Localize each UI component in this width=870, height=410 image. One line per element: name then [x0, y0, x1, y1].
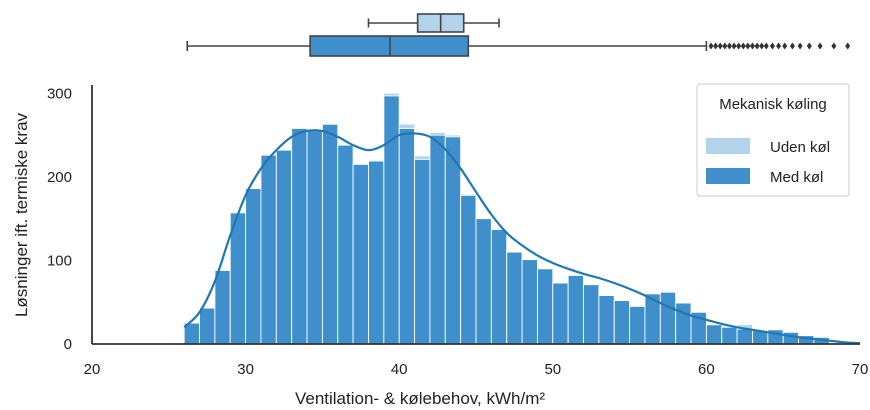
- bar-uden-kol-44: [460, 194, 477, 196]
- kde-curve-layer: [183, 129, 861, 345]
- box-outlier-med-kol-10: [754, 42, 760, 50]
- bar-uden-kol-38: [368, 159, 385, 162]
- box-outlier-med-kol-6: [736, 42, 742, 50]
- bar-med-kol-44: [460, 194, 477, 345]
- y-axis-label: Løsninger ift. termiske krav: [12, 112, 31, 317]
- bar-med-kol-62: [736, 328, 753, 345]
- legend-label-uden-kol: Uden køl: [770, 139, 830, 156]
- bar-med-kol-29: [229, 212, 247, 345]
- bar-med-kol-50: [552, 282, 569, 345]
- boxplot-panel: [186, 13, 851, 57]
- x-axis-label: Ventilation- & kølebehov, kWh/m²: [295, 389, 545, 408]
- bar-med-kol-43: [444, 136, 462, 345]
- bar-med-kol-60: [705, 324, 723, 345]
- bar-med-kol-49: [536, 268, 554, 345]
- y-tick-label-200: 200: [47, 169, 72, 186]
- bar-uden-kol-43: [444, 134, 461, 138]
- bar-med-kol-61: [721, 326, 738, 345]
- box-outlier-med-kol-19: [817, 42, 823, 50]
- bar-med-kol-41: [414, 158, 431, 345]
- bar-uden-kol-39: [383, 93, 400, 97]
- bar-med-kol-65: [782, 331, 800, 345]
- bar-med-kol-38: [368, 160, 385, 345]
- bar-med-kol-57: [659, 291, 677, 345]
- kde-line-med-kol: [183, 129, 861, 345]
- bar-med-kol-51: [567, 275, 584, 345]
- bar-med-kol-35: [321, 123, 339, 345]
- bar-med-kol-27: [199, 307, 216, 345]
- box-outlier-med-kol-14: [776, 42, 782, 50]
- y-tick-label-0: 0: [64, 336, 72, 353]
- bar-med-kol-33: [291, 127, 308, 345]
- bar-med-kol-58: [675, 302, 692, 345]
- bar-med-kol-48: [521, 259, 538, 345]
- bar-med-kol-28: [214, 270, 231, 345]
- x-tick-label-20: 20: [84, 361, 101, 378]
- x-tick-label-60: 60: [698, 361, 715, 378]
- bar-uden-kol-40: [398, 123, 415, 129]
- bar-med-kol-46: [490, 229, 508, 345]
- legend-title: Mekanisk køling: [719, 96, 827, 113]
- box-outlier-med-kol-20: [831, 42, 837, 50]
- legend-swatch-uden-kol: [706, 138, 750, 154]
- y-tick-label-300: 300: [47, 85, 72, 102]
- bar-med-kol-34: [306, 130, 323, 345]
- box-outlier-med-kol-21: [845, 42, 851, 50]
- legend-swatch-med-kol: [706, 168, 750, 184]
- histogram-bars: [183, 93, 830, 345]
- bar-med-kol-39: [383, 95, 400, 345]
- bar-med-kol-32: [275, 149, 293, 345]
- bar-med-kol-36: [337, 144, 354, 345]
- box-outlier-med-kol-5: [731, 42, 737, 50]
- box-outlier-med-kol-15: [782, 42, 788, 50]
- x-tick-label-30: 30: [237, 361, 254, 378]
- box-outlier-med-kol-12: [763, 42, 769, 50]
- y-tick-label-100: 100: [47, 252, 72, 269]
- bar-med-kol-53: [598, 295, 615, 345]
- box-outlier-med-kol-3: [722, 42, 728, 50]
- box-outlier-med-kol-7: [740, 42, 746, 50]
- legend: Mekanisk køling Uden køl Med køl: [696, 83, 850, 197]
- box-outlier-med-kol-9: [749, 42, 755, 50]
- box-outlier-med-kol-13: [769, 42, 775, 50]
- bar-med-kol-30: [245, 188, 262, 345]
- bar-med-kol-40: [398, 127, 416, 345]
- box-outlier-med-kol-11: [759, 42, 765, 50]
- box-outlier-med-kol-17: [797, 42, 803, 50]
- bar-uden-kol-42: [429, 132, 446, 136]
- tick-labels: 20 30 40 50 60 70 0 100 200 300: [47, 85, 868, 378]
- bar-med-kol-31: [260, 154, 277, 345]
- box-outlier-med-kol-2: [717, 42, 723, 50]
- bar-uden-kol-41: [414, 155, 431, 160]
- x-tick-label-50: 50: [544, 361, 561, 378]
- box-outlier-med-kol-0: [708, 42, 714, 50]
- x-tick-label-70: 70: [852, 361, 869, 378]
- x-tick-label-40: 40: [391, 361, 408, 378]
- axes: [91, 85, 860, 345]
- bar-med-kol-52: [583, 284, 600, 345]
- bar-med-kol-37: [352, 163, 369, 345]
- bar-med-kol-55: [629, 305, 646, 345]
- bar-med-kol-45: [475, 218, 492, 345]
- legend-label-med-kol: Med køl: [770, 169, 823, 186]
- box-outlier-med-kol-1: [713, 42, 719, 50]
- box-outlier-med-kol-16: [789, 42, 795, 50]
- bar-med-kol-54: [613, 300, 631, 345]
- box-outlier-med-kol-18: [806, 42, 812, 50]
- bar-med-kol-47: [506, 251, 523, 345]
- box-outlier-med-kol-4: [726, 42, 732, 50]
- box-outlier-med-kol-8: [745, 42, 751, 50]
- bar-med-kol-42: [429, 134, 446, 345]
